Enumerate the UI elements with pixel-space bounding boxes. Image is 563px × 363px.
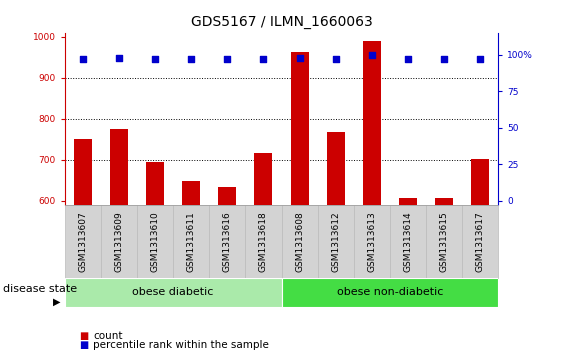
Bar: [291, 52, 309, 363]
Text: GSM1313613: GSM1313613: [367, 211, 376, 272]
Bar: [146, 162, 164, 363]
Bar: [101, 205, 137, 278]
Bar: [137, 205, 173, 278]
Text: GSM1313608: GSM1313608: [295, 211, 304, 272]
Text: GSM1313612: GSM1313612: [331, 211, 340, 272]
Bar: [363, 41, 381, 363]
Bar: [173, 205, 209, 278]
Point: [78, 56, 87, 62]
Bar: [218, 187, 236, 363]
Text: obese diabetic: obese diabetic: [132, 287, 214, 297]
Point: [150, 56, 159, 62]
Text: GSM1313616: GSM1313616: [223, 211, 232, 272]
Text: GSM1313607: GSM1313607: [78, 211, 87, 272]
Text: ▶: ▶: [52, 296, 60, 306]
Bar: [282, 205, 318, 278]
Text: GSM1313614: GSM1313614: [404, 211, 413, 272]
Bar: [426, 205, 462, 278]
Point: [476, 56, 485, 62]
Bar: [435, 198, 453, 363]
Point: [114, 54, 123, 60]
Bar: [327, 132, 345, 363]
Point: [404, 56, 413, 62]
Bar: [245, 205, 282, 278]
Text: ■: ■: [79, 331, 88, 341]
Text: percentile rank within the sample: percentile rank within the sample: [93, 340, 269, 350]
Bar: [399, 198, 417, 363]
Text: disease state: disease state: [3, 284, 77, 294]
Point: [440, 56, 449, 62]
Bar: [390, 205, 426, 278]
Text: GSM1313611: GSM1313611: [187, 211, 196, 272]
Bar: [110, 129, 128, 363]
Bar: [65, 205, 101, 278]
Text: ■: ■: [79, 340, 88, 350]
Text: obese non-diabetic: obese non-diabetic: [337, 287, 443, 297]
Text: count: count: [93, 331, 122, 341]
Point: [367, 52, 376, 57]
Bar: [471, 159, 489, 363]
Point: [259, 56, 268, 62]
Text: GSM1313618: GSM1313618: [259, 211, 268, 272]
Text: GSM1313609: GSM1313609: [114, 211, 123, 272]
Bar: [74, 139, 92, 363]
Point: [187, 56, 196, 62]
Text: GSM1313617: GSM1313617: [476, 211, 485, 272]
Bar: [354, 205, 390, 278]
Bar: [462, 205, 498, 278]
Bar: [254, 152, 272, 363]
Point: [331, 56, 340, 62]
Bar: [209, 205, 245, 278]
Bar: [65, 278, 282, 307]
Point: [295, 54, 304, 60]
Bar: [182, 181, 200, 363]
Bar: [318, 205, 354, 278]
Bar: [282, 278, 498, 307]
Title: GDS5167 / ILMN_1660063: GDS5167 / ILMN_1660063: [191, 15, 372, 29]
Text: GSM1313610: GSM1313610: [150, 211, 159, 272]
Point: [223, 56, 232, 62]
Text: GSM1313615: GSM1313615: [440, 211, 449, 272]
